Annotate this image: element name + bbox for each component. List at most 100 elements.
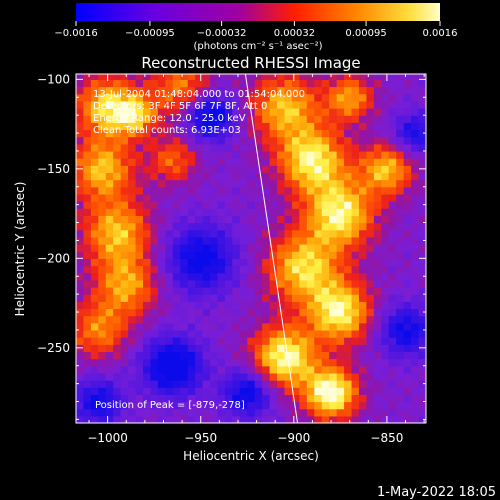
heatmap-cell bbox=[105, 158, 114, 166]
heatmap-cell bbox=[120, 215, 129, 224]
heatmap-cell bbox=[291, 394, 301, 403]
heatmap-cell bbox=[284, 351, 293, 360]
heatmap-cell bbox=[217, 380, 226, 388]
heatmap-cell bbox=[113, 136, 122, 145]
heatmap-cell bbox=[418, 387, 426, 395]
heatmap-cell bbox=[172, 201, 181, 209]
heatmap-cell bbox=[277, 315, 286, 324]
heatmap-cell bbox=[358, 380, 368, 388]
heatmap-cell bbox=[314, 286, 323, 295]
heatmap-cell bbox=[172, 179, 181, 188]
heatmap-cell bbox=[329, 329, 338, 338]
heatmap-cell bbox=[284, 372, 293, 381]
heatmap-cell bbox=[262, 372, 271, 381]
heatmap-cell bbox=[128, 86, 137, 95]
heatmap-cell bbox=[388, 365, 397, 374]
heatmap-cell bbox=[388, 380, 397, 388]
heatmap-cell bbox=[247, 158, 256, 166]
heatmap-cell bbox=[344, 351, 353, 360]
heatmap-cell bbox=[98, 251, 107, 259]
heatmap-cell bbox=[105, 329, 114, 338]
heatmap-cell bbox=[321, 272, 330, 281]
heatmap-cell bbox=[157, 351, 166, 360]
heatmap-cell bbox=[262, 115, 271, 123]
heatmap-cell bbox=[105, 136, 114, 145]
heatmap-cell bbox=[128, 322, 137, 331]
heatmap-cell bbox=[239, 229, 248, 238]
heatmap-cell bbox=[358, 158, 368, 166]
heatmap-cell bbox=[105, 394, 114, 403]
heatmap-cell bbox=[411, 329, 420, 338]
heatmap-cell bbox=[224, 93, 233, 102]
heatmap-cell bbox=[269, 408, 278, 417]
heatmap-cell bbox=[232, 415, 241, 423]
heatmap-cell bbox=[418, 244, 426, 252]
heatmap-cell bbox=[143, 337, 152, 345]
heatmap-cell bbox=[202, 158, 211, 166]
heatmap-cell bbox=[128, 258, 137, 267]
heatmap-cell bbox=[306, 179, 315, 188]
heatmap-cell bbox=[135, 394, 144, 403]
heatmap-cell bbox=[366, 86, 375, 95]
heatmap-cell bbox=[254, 380, 263, 388]
heatmap-cell bbox=[83, 172, 92, 181]
heatmap-cell bbox=[336, 115, 345, 123]
heatmap-cell bbox=[76, 74, 85, 80]
heatmap-cell bbox=[135, 158, 144, 166]
heatmap-cell bbox=[336, 329, 345, 338]
heatmap-cell bbox=[269, 129, 278, 138]
heatmap-cell bbox=[411, 372, 420, 381]
heatmap-cell bbox=[195, 372, 204, 381]
heatmap-cell bbox=[195, 222, 204, 231]
heatmap-cell bbox=[180, 201, 189, 209]
heatmap-cell bbox=[202, 258, 211, 267]
heatmap-cell bbox=[254, 294, 263, 302]
heatmap-cell bbox=[269, 372, 278, 381]
heatmap-cell bbox=[306, 294, 315, 302]
heatmap-cell bbox=[262, 93, 271, 102]
heatmap-cell bbox=[403, 229, 412, 238]
heatmap-cell bbox=[83, 329, 92, 338]
heatmap-cell bbox=[321, 394, 330, 403]
heatmap-cell bbox=[358, 208, 368, 216]
heatmap-cell bbox=[172, 315, 181, 324]
heatmap-cell bbox=[388, 158, 397, 166]
heatmap-cell bbox=[247, 344, 256, 353]
heatmap-cell bbox=[418, 172, 426, 181]
heatmap-cell bbox=[224, 258, 233, 267]
heatmap-cell bbox=[277, 115, 286, 123]
heatmap-cell bbox=[396, 358, 405, 367]
heatmap-cell bbox=[329, 115, 338, 123]
heatmap-cell bbox=[247, 315, 256, 324]
heatmap-cell bbox=[195, 74, 204, 80]
heatmap-cell bbox=[344, 401, 353, 410]
heatmap-cell bbox=[187, 129, 196, 138]
heatmap-cell bbox=[373, 265, 382, 274]
heatmap-cell bbox=[187, 294, 196, 302]
heatmap-cell bbox=[277, 365, 286, 374]
heatmap-cell bbox=[277, 286, 286, 295]
heatmap-cell bbox=[403, 351, 412, 360]
heatmap-cell bbox=[113, 150, 122, 159]
heatmap-cell bbox=[210, 122, 219, 131]
heatmap-cell bbox=[128, 136, 137, 145]
heatmap-cell bbox=[277, 93, 286, 102]
heatmap-cell bbox=[232, 308, 241, 317]
heatmap-cell bbox=[336, 308, 345, 317]
heatmap-cell bbox=[165, 258, 174, 267]
heatmap-cell bbox=[262, 272, 271, 281]
heatmap-cell bbox=[195, 129, 204, 138]
heatmap-cell bbox=[351, 150, 360, 159]
heatmap-cell bbox=[344, 251, 353, 259]
heatmap-cell bbox=[143, 372, 152, 381]
heatmap-cell bbox=[291, 301, 301, 310]
heatmap-cell bbox=[358, 344, 368, 353]
heatmap-cell bbox=[277, 165, 286, 174]
heatmap-cell bbox=[165, 415, 174, 423]
heatmap-cell bbox=[105, 193, 114, 202]
heatmap-cell bbox=[172, 172, 181, 181]
heatmap-cell bbox=[381, 143, 390, 152]
heatmap-cell bbox=[165, 272, 174, 281]
heatmap-cell bbox=[150, 236, 159, 245]
heatmap-cell bbox=[403, 380, 412, 388]
